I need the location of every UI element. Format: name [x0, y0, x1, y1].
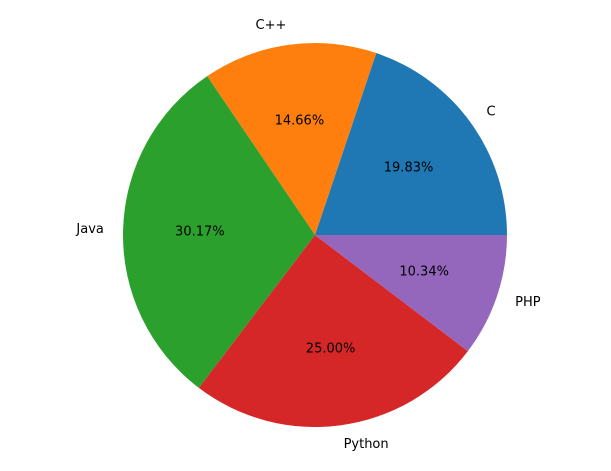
slice-category-label: C++ [256, 18, 287, 33]
pie-slice-python [198, 235, 468, 428]
pie-slice-cplus [207, 43, 377, 235]
pie-slice-c [315, 53, 507, 236]
pie-slice-php [315, 235, 507, 352]
slice-percent-label: 14.66% [275, 113, 325, 128]
slice-percent-label: 10.34% [399, 264, 449, 279]
slice-category-label: C [487, 104, 496, 119]
pie-slices [122, 43, 507, 428]
slice-percent-label: 19.83% [384, 160, 434, 175]
slice-percent-label: 25.00% [306, 342, 356, 357]
slice-percent-label: 30.17% [175, 224, 225, 239]
pie-labels: 19.83% C 14.66% C++ 30.17% Java 25.00% Python 10… [75, 18, 540, 452]
slice-category-label: Python [344, 437, 389, 452]
slice-category-label: Java [75, 222, 103, 237]
pie-slice-java [122, 76, 315, 388]
slice-category-label: PHP [515, 295, 541, 310]
